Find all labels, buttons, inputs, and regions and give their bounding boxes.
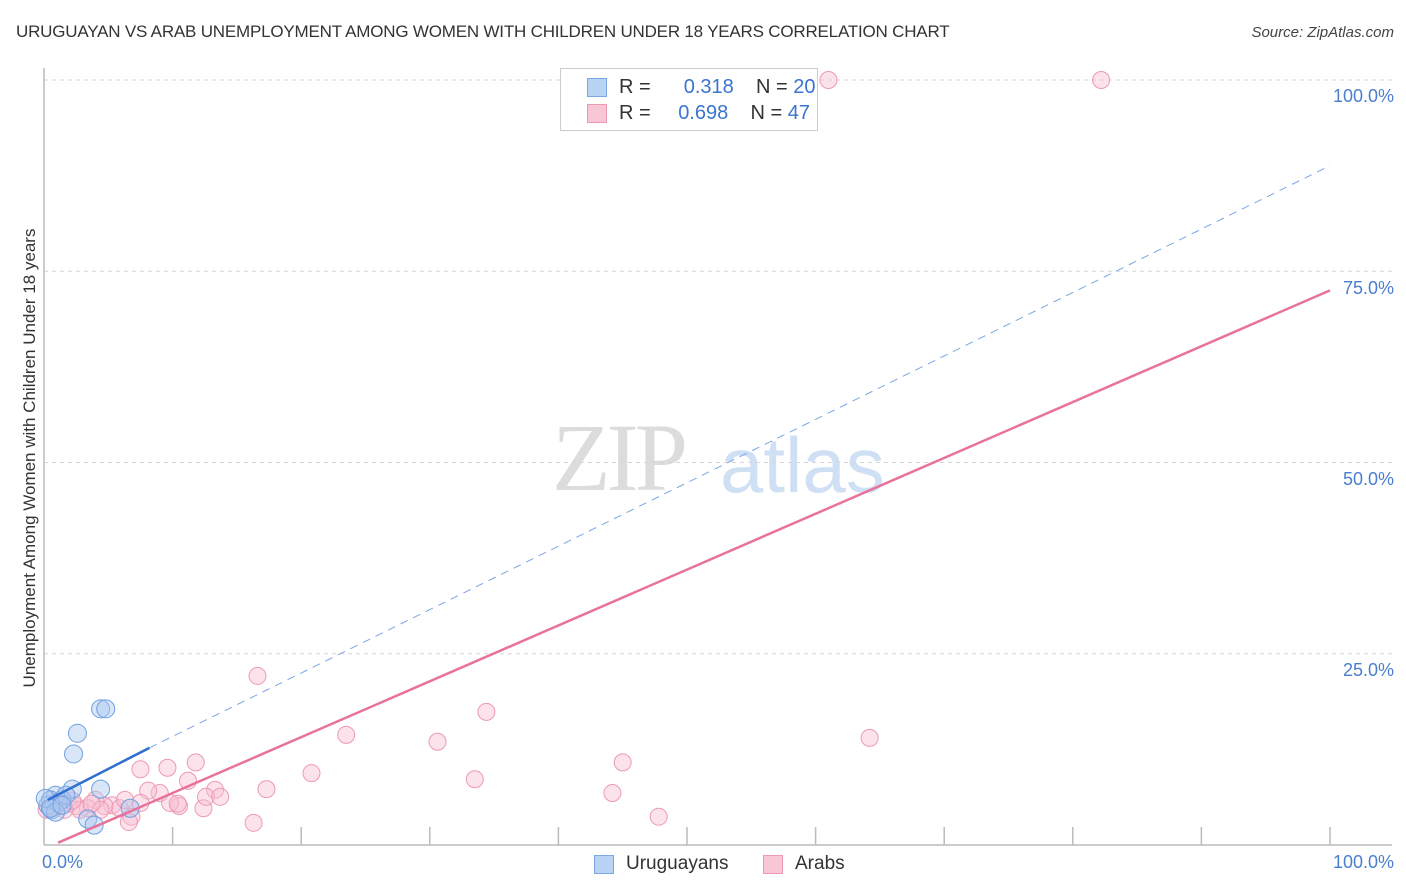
chart-title: URUGUAYAN VS ARAB UNEMPLOYMENT AMONG WOM… — [16, 22, 950, 41]
legend-label: Arabs — [795, 853, 845, 874]
arabs-swatch-icon — [587, 103, 607, 123]
y-tick-100: 100.0% — [1332, 86, 1394, 106]
source-label: Source: ZipAtlas.com — [1251, 24, 1394, 41]
n-value: 20 — [793, 75, 816, 98]
r-value: 0.318 — [683, 75, 734, 98]
uruguayans-swatch-icon — [594, 854, 614, 874]
x-tick-100: 100.0% — [1332, 852, 1394, 872]
x-tick-0: 0.0% — [42, 852, 84, 872]
n-value: 47 — [787, 101, 810, 124]
trend-lines — [47, 165, 1331, 844]
y-tick-25: 25.0% — [1342, 660, 1394, 680]
legend-item-arabs[interactable]: Arabs — [763, 853, 845, 875]
legend-row-arabs: R = 0.698 N = 47 — [587, 101, 810, 125]
n-label: N = — [756, 75, 788, 98]
axes — [43, 68, 1392, 846]
y-tick-50: 50.0% — [1342, 469, 1394, 489]
r-label: R = — [619, 75, 651, 98]
legend-row-uruguayans: R = 0.318 N = 20 — [587, 75, 816, 99]
legend-item-uruguayans[interactable]: Uruguayans — [594, 853, 728, 875]
arabs-swatch-icon — [763, 854, 783, 874]
uruguayans-swatch-icon — [587, 77, 607, 97]
stats-legend: R = 0.318 N = 20 R = 0.698 N = 47 — [560, 68, 818, 131]
n-label: N = — [750, 101, 783, 124]
gridlines — [44, 79, 1392, 655]
r-label: R = — [619, 101, 651, 124]
y-tick-75: 75.0% — [1342, 278, 1394, 298]
y-axis-label: Unemployment Among Women with Children U… — [20, 228, 39, 688]
arabs-points — [37, 71, 1111, 832]
legend-label: Uruguayans — [626, 853, 729, 874]
r-value: 0.698 — [678, 101, 729, 124]
